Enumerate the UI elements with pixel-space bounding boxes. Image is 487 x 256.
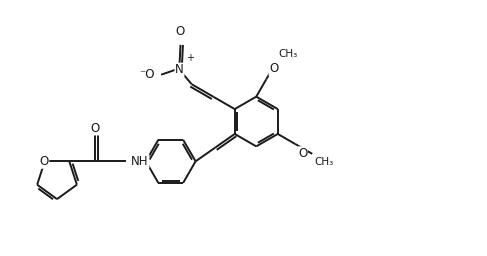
- Text: O: O: [269, 62, 279, 76]
- Text: CH₃: CH₃: [314, 157, 334, 167]
- Text: O: O: [176, 25, 185, 38]
- Text: N: N: [175, 63, 184, 76]
- Text: ⁻O: ⁻O: [139, 68, 155, 81]
- Text: CH₃: CH₃: [278, 49, 298, 59]
- Text: +: +: [186, 53, 194, 63]
- Text: NH: NH: [131, 155, 149, 168]
- Text: O: O: [298, 147, 307, 160]
- Text: O: O: [39, 155, 48, 168]
- Text: O: O: [91, 122, 100, 134]
